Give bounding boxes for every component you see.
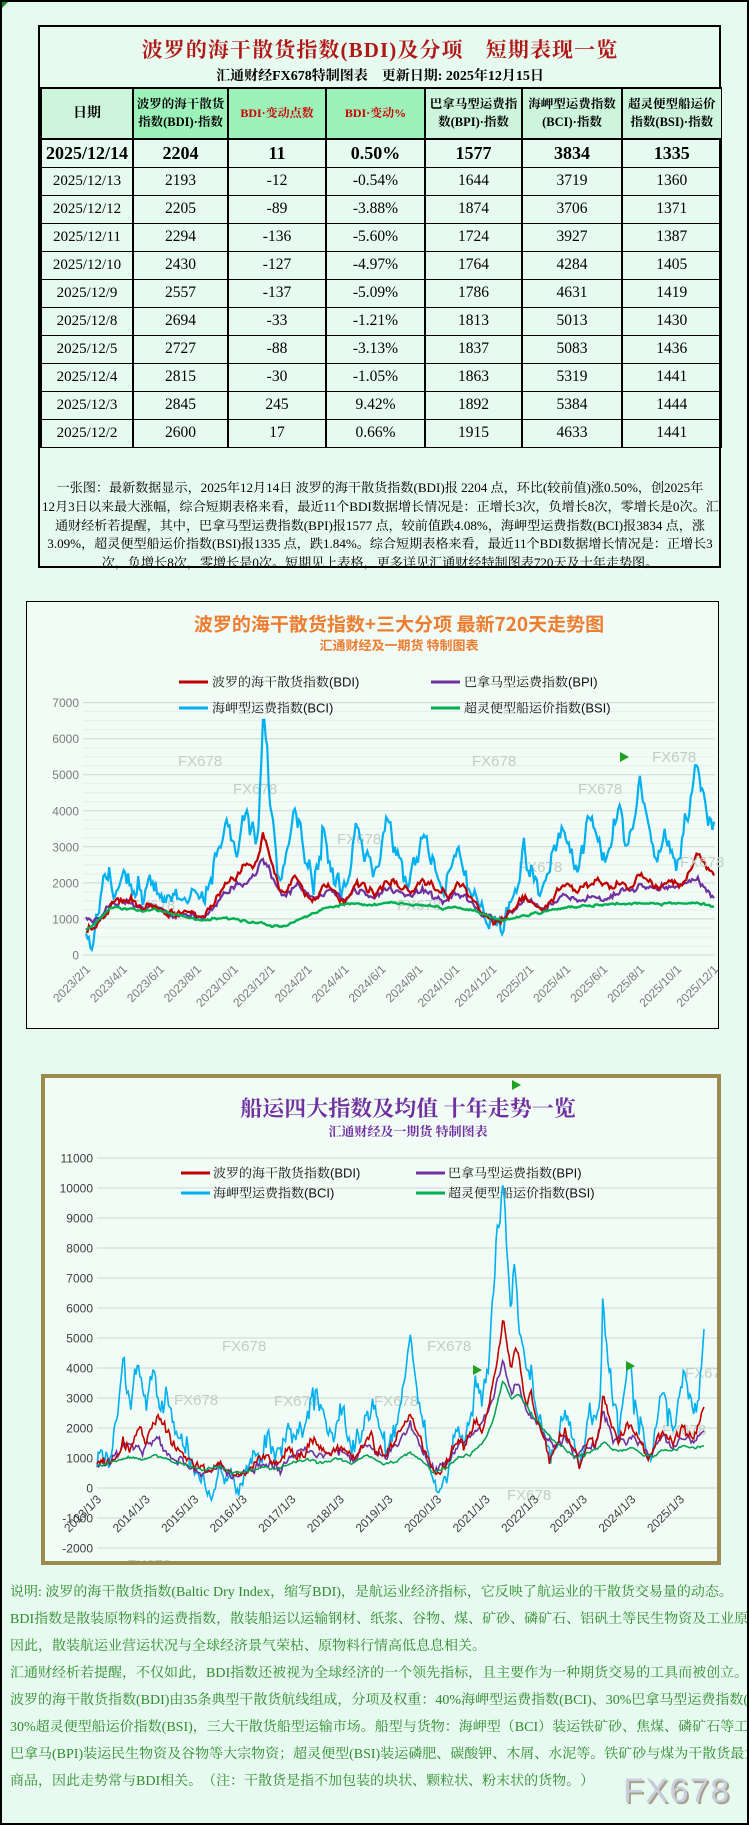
svg-text:9000: 9000 [66,1212,93,1226]
svg-text:2020/1/3: 2020/1/3 [401,1492,444,1535]
svg-text:2000: 2000 [52,876,79,890]
svg-text:汇通财经及一期货 特制图表: 汇通财经及一期货 特制图表 [328,1121,487,1140]
svg-text:FX678: FX678 [472,753,516,770]
svg-text:2019/1/3: 2019/1/3 [353,1492,396,1535]
svg-text:2000: 2000 [66,1422,93,1436]
svg-text:5000: 5000 [52,768,79,782]
svg-text:FX678: FX678 [685,1365,721,1382]
svg-text:2014/1/3: 2014/1/3 [110,1492,153,1535]
svg-text:FX678: FX678 [222,1338,266,1355]
svg-text:2015/1/3: 2015/1/3 [158,1492,201,1535]
svg-text:2018/1/3: 2018/1/3 [304,1492,347,1535]
svg-text:波罗的海干散货指数(BDI): 波罗的海干散货指数(BDI) [213,1166,360,1181]
svg-text:2023/2/1: 2023/2/1 [50,962,93,1005]
svg-text:超灵便型船运价指数(BSI): 超灵便型船运价指数(BSI) [464,701,611,716]
svg-text:FX678: FX678 [337,831,381,848]
svg-text:4000: 4000 [52,804,79,818]
svg-text:2025/2/1: 2025/2/1 [493,962,536,1005]
svg-text:2023/6/1: 2023/6/1 [124,962,167,1005]
svg-text:巴拿马型运费指数(BPI): 巴拿马型运费指数(BPI) [448,1166,582,1181]
svg-text:-2000: -2000 [62,1542,93,1556]
svg-text:0: 0 [72,949,79,963]
svg-text:FX678: FX678 [127,1557,171,1565]
svg-text:3000: 3000 [52,840,79,854]
svg-text:FX678: FX678 [518,859,562,876]
svg-text:巴拿马型运费指数(BPI): 巴拿马型运费指数(BPI) [464,675,598,690]
svg-text:4000: 4000 [66,1362,93,1376]
svg-text:2024/4/1: 2024/4/1 [309,962,352,1005]
svg-text:2017/1/3: 2017/1/3 [255,1492,298,1535]
svg-text:2025/1/3: 2025/1/3 [644,1492,687,1535]
svg-text:2025/6/1: 2025/6/1 [567,962,610,1005]
svg-text:船运四大指数及均值 十年走势一览: 船运四大指数及均值 十年走势一览 [240,1092,576,1123]
svg-text:海岬型运费指数(BCI): 海岬型运费指数(BCI) [213,1186,334,1201]
svg-text:1000: 1000 [66,1452,93,1466]
svg-text:10000: 10000 [60,1182,94,1196]
svg-text:FX678: FX678 [427,1338,471,1355]
svg-text:FX678: FX678 [647,1559,691,1565]
svg-text:2024/6/1: 2024/6/1 [346,962,389,1005]
svg-text:2024/2/1: 2024/2/1 [272,962,315,1005]
svg-text:FX678: FX678 [374,1393,418,1410]
svg-text:2023/4/1: 2023/4/1 [87,962,130,1005]
svg-text:汇通财经及一期货 特制图表: 汇通财经及一期货 特制图表 [320,635,479,654]
svg-text:2025/4/1: 2025/4/1 [530,962,573,1005]
svg-text:1000: 1000 [52,912,79,926]
svg-text:波罗的海干散货指数+三大分项 最新720天走势图: 波罗的海干散货指数+三大分项 最新720天走势图 [194,610,604,637]
svg-text:6000: 6000 [52,732,79,746]
svg-text:FX678: FX678 [174,1392,218,1409]
svg-text:0: 0 [86,1482,93,1496]
svg-text:2024/1/3: 2024/1/3 [596,1492,639,1535]
svg-text:FX678: FX678 [578,781,622,798]
svg-text:2016/1/3: 2016/1/3 [207,1492,250,1535]
svg-text:FX678: FX678 [274,1393,318,1410]
svg-text:FX678: FX678 [507,1487,551,1504]
svg-text:FX678: FX678 [233,781,277,798]
svg-text:6000: 6000 [66,1302,93,1316]
svg-text:2023/1/3: 2023/1/3 [547,1492,590,1535]
svg-text:FX678: FX678 [652,749,696,766]
svg-text:波罗的海干散货指数(BDI): 波罗的海干散货指数(BDI) [212,675,359,690]
svg-text:8000: 8000 [66,1242,93,1256]
svg-text:2021/1/3: 2021/1/3 [450,1492,493,1535]
svg-text:7000: 7000 [66,1272,93,1286]
svg-text:超灵便型船运价指数(BSI): 超灵便型船运价指数(BSI) [448,1186,595,1201]
svg-text:-1000: -1000 [62,1512,93,1526]
svg-text:5000: 5000 [66,1332,93,1346]
svg-text:3000: 3000 [66,1392,93,1406]
svg-text:海岬型运费指数(BCI): 海岬型运费指数(BCI) [212,701,333,716]
svg-text:11000: 11000 [61,1152,94,1166]
svg-text:7000: 7000 [52,696,79,710]
svg-text:FX678: FX678 [178,753,222,770]
